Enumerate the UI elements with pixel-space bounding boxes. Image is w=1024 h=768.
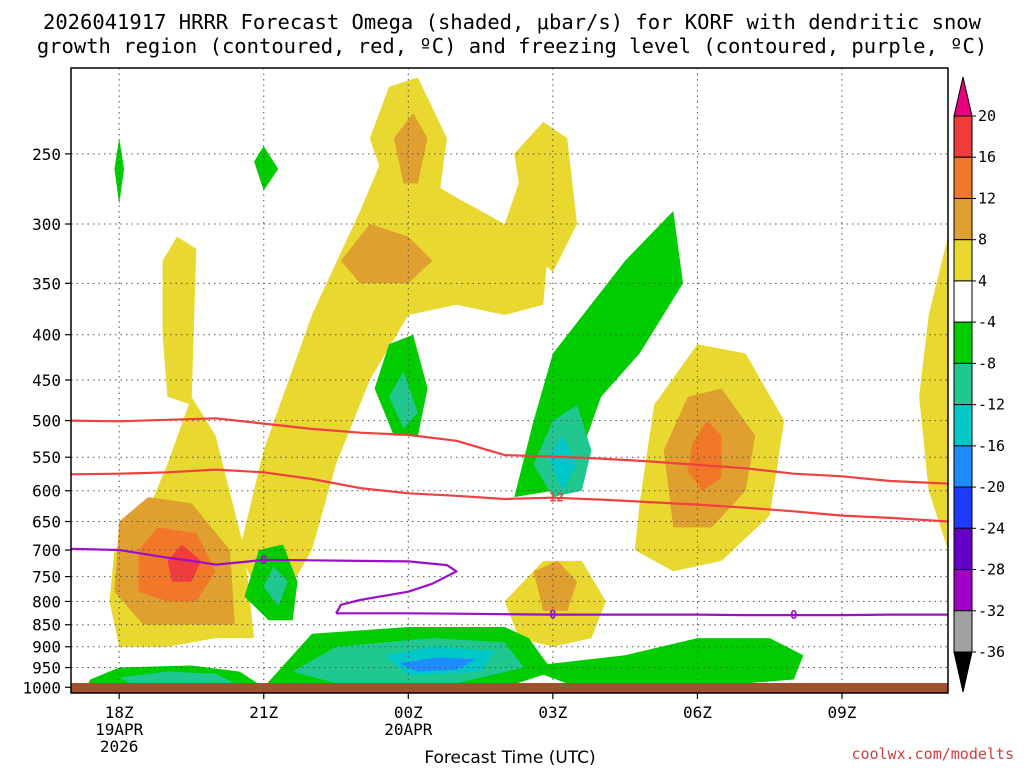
omega-shade-region-22 — [114, 138, 124, 205]
colorbar-band-0 — [953, 115, 973, 158]
colorbar-label-7: -12 — [978, 396, 1005, 414]
contour-label-freezing-b: 0 — [549, 608, 556, 622]
colorbar-label-10: -24 — [978, 519, 1005, 537]
contour-freezing_upper — [71, 547, 458, 614]
contour-dgz_minus18 — [71, 417, 948, 485]
omega-shade-region-18 — [524, 638, 804, 688]
colorbar-label-8: -16 — [978, 437, 1005, 455]
colorbar-band-3 — [953, 239, 973, 282]
omega-shade-region-30 — [548, 435, 577, 491]
y-tick-label-350: 350 — [32, 274, 61, 293]
x-tick-label-09Z-line1: 09Z — [828, 703, 857, 722]
chart-title-line1: 2026041917 HRRR Forecast Omega (shaded, … — [43, 10, 982, 34]
y-tick-label-650: 650 — [32, 513, 61, 532]
y-tick-label-500: 500 — [32, 412, 61, 431]
colorbar-label-2: 12 — [978, 189, 996, 207]
x-tick-label-18Z-line2: 19APR — [95, 720, 144, 739]
y-tick-label-550: 550 — [32, 448, 61, 467]
colorbar-band-12 — [953, 610, 973, 653]
colorbar-label-0: 20 — [978, 107, 996, 125]
colorbar-band-9 — [953, 486, 973, 529]
omega-shade-region-28 — [389, 371, 418, 429]
colorbar-label-3: 8 — [978, 231, 987, 249]
omega-shade-region-12 — [533, 560, 577, 611]
colorbar-label-13: -36 — [978, 643, 1005, 661]
colorbar-label-5: -4 — [978, 313, 996, 331]
omega-shade-region-7 — [919, 236, 948, 550]
y-tick-label-250: 250 — [32, 145, 61, 164]
x-axis-label: Forecast Time (UTC) — [424, 748, 595, 768]
contour-dgz_minus12 — [71, 468, 948, 523]
omega-shade-region-1 — [239, 153, 553, 611]
colorbar-band-8 — [953, 445, 973, 488]
colorbar-bottom-arrow — [953, 651, 973, 693]
colorbar-band-2 — [953, 197, 973, 241]
ground-strip — [71, 683, 948, 693]
omega-shade-region-6 — [162, 236, 197, 405]
y-tick-label-1000: 1000 — [22, 678, 61, 697]
colorbar-label-1: 16 — [978, 148, 996, 166]
y-tick-label-400: 400 — [32, 326, 61, 345]
x-tick-label-18Z-line3: 2026 — [100, 737, 139, 756]
temperature-contours: -12 0 0 0 — [71, 417, 948, 622]
y-tick-label-750: 750 — [32, 568, 61, 587]
colorbar-label-11: -28 — [978, 561, 1005, 579]
omega-shade-region-24 — [119, 671, 235, 686]
x-tick-label-06Z-line1: 06Z — [683, 703, 712, 722]
x-tick-label-18Z-line1: 18Z — [105, 703, 134, 722]
colorbar-band-7 — [953, 404, 973, 447]
y-tick-label-450: 450 — [32, 371, 61, 390]
y-tick-label-700: 700 — [32, 541, 61, 560]
colorbar-band-10 — [953, 527, 973, 571]
x-tick-label-00Z-line1: 00Z — [394, 703, 423, 722]
y-axis-ticks: 250 300 350 400 450 500 550 600 650 700 750 800 850 9… — [22, 145, 71, 697]
colorbar-band-5 — [953, 321, 973, 364]
x-tick-label-00Z-line2: 20APR — [384, 720, 433, 739]
contour-label-minus12: -12 — [542, 491, 564, 505]
y-tick-label-600: 600 — [32, 482, 61, 501]
colorbar-label-4: 4 — [978, 272, 987, 290]
y-tick-label-300: 300 — [32, 215, 61, 234]
contour-freezing_lower — [336, 612, 948, 617]
colorbar-label-6: -8 — [978, 354, 996, 372]
colorbar: 20 16 12 8 4 -4 -8 -12 -16 -20 -24 -28 -32 -36 — [953, 76, 1005, 693]
contour-label-freezing-c: 0 — [790, 608, 797, 622]
y-tick-label-800: 800 — [32, 592, 61, 611]
colorbar-band-1 — [953, 156, 973, 199]
colorbar-label-9: -20 — [978, 478, 1005, 496]
omega-shade-region-9 — [340, 224, 433, 284]
colorbar-top-arrow — [953, 76, 973, 117]
y-tick-label-900: 900 — [32, 638, 61, 657]
chart-title-line2: growth region (contoured, red, ºC) and f… — [37, 34, 987, 58]
colorbar-label-12: -32 — [978, 602, 1005, 620]
credit-text: coolwx.com/modelts — [851, 745, 1014, 763]
omega-shade-region-14 — [687, 420, 722, 491]
contour-label-freezing-a: 0 — [260, 553, 267, 567]
omega-shade-region-3 — [514, 121, 577, 273]
colorbar-band-4 — [953, 280, 973, 323]
x-tick-label-21Z-line1: 21Z — [249, 703, 278, 722]
colorbar-band-11 — [953, 569, 973, 612]
omega-shade-region-15 — [167, 544, 202, 582]
omega-shade-region-23 — [254, 146, 279, 191]
x-tick-label-03Z-line1: 03Z — [538, 703, 567, 722]
y-tick-label-950: 950 — [32, 659, 61, 678]
omega-shade-region-11 — [393, 113, 428, 184]
colorbar-band-6 — [953, 362, 973, 406]
y-tick-label-850: 850 — [32, 616, 61, 635]
